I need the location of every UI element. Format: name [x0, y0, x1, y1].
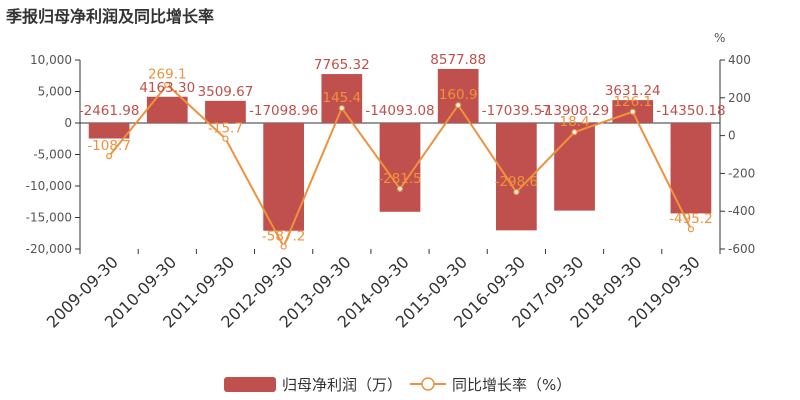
legend-bar-swatch [224, 377, 276, 392]
profit-bar-label: -13908.29 [540, 103, 609, 119]
profit-bar-label: -14093.08 [365, 103, 434, 119]
growth-rate-point [396, 185, 404, 192]
growth-rate-point [687, 226, 695, 233]
profit-bar-label: 3509.67 [198, 84, 254, 100]
growth-rate-point [105, 153, 113, 160]
growth-rate-point [338, 105, 345, 112]
left-tick-label: 10,000 [30, 53, 72, 67]
growth-rate-point [280, 243, 287, 250]
left-tick-label: 5,000 [38, 85, 72, 99]
growth-rate-label: -587.2 [262, 229, 306, 245]
growth-rate-point [571, 129, 578, 136]
growth-rate-label: -298.6 [495, 174, 539, 190]
profit-bar-label: -2461.98 [79, 103, 140, 119]
profit-bar-label: 4163.30 [139, 80, 195, 96]
right-tick-label: 200 [728, 91, 751, 105]
profit-bar-label: -17039.57 [482, 103, 551, 119]
profit-bar-label: 7765.32 [314, 57, 370, 73]
profit-bar [554, 123, 595, 211]
right-axis-unit: % [714, 31, 725, 45]
right-tick-label: 400 [728, 53, 751, 67]
legend-line-marker [421, 377, 435, 391]
growth-rate-point [455, 102, 462, 109]
left-tick-label: -15,000 [26, 211, 72, 225]
right-tick-label: -600 [728, 242, 755, 256]
growth-rate-point [629, 108, 636, 115]
growth-rate-label: 145.4 [322, 90, 361, 106]
growth-rate-label: 160.9 [439, 87, 478, 103]
left-tick-label: 0 [64, 116, 72, 130]
profit-bar [437, 68, 479, 123]
growth-rate-label: -108.7 [87, 138, 131, 154]
profit-bar [321, 74, 363, 123]
growth-rate-label: 126.1 [613, 94, 652, 110]
right-tick-label: 0 [728, 129, 736, 143]
growth-rate-label: 18.4 [560, 114, 590, 130]
profit-bar-label: 8577.88 [430, 52, 486, 68]
profit-bar-label: 3631.24 [605, 83, 661, 99]
legend-bar-label: 归母净利润（万） [282, 376, 402, 394]
left-tick-label: -10,000 [26, 179, 72, 193]
profit-bar [379, 123, 421, 212]
legend-line-label: 同比增长率（%） [452, 376, 571, 394]
growth-rate-label: 269.1 [148, 67, 187, 83]
growth-rate-label: -15.7 [208, 121, 243, 137]
right-tick-label: -200 [728, 166, 755, 180]
profit-bar [205, 100, 246, 123]
growth-rate-point [513, 188, 520, 196]
profit-bar-label: -17098.96 [249, 103, 318, 119]
growth-rate-label: -495.2 [669, 211, 713, 227]
profit-bar-label: -14350.18 [656, 103, 725, 119]
left-tick-label: -5,000 [33, 148, 72, 162]
profit-bar [670, 123, 712, 214]
profit-bar [88, 123, 130, 139]
growth-rate-point [222, 135, 229, 142]
chart-title: 季报归母净利润及同比增长率 [6, 7, 215, 26]
growth-rate-label: -281.5 [378, 171, 422, 187]
growth-rate-point [164, 81, 171, 88]
right-tick-label: -400 [728, 204, 755, 218]
left-tick-label: -20,000 [26, 242, 72, 256]
